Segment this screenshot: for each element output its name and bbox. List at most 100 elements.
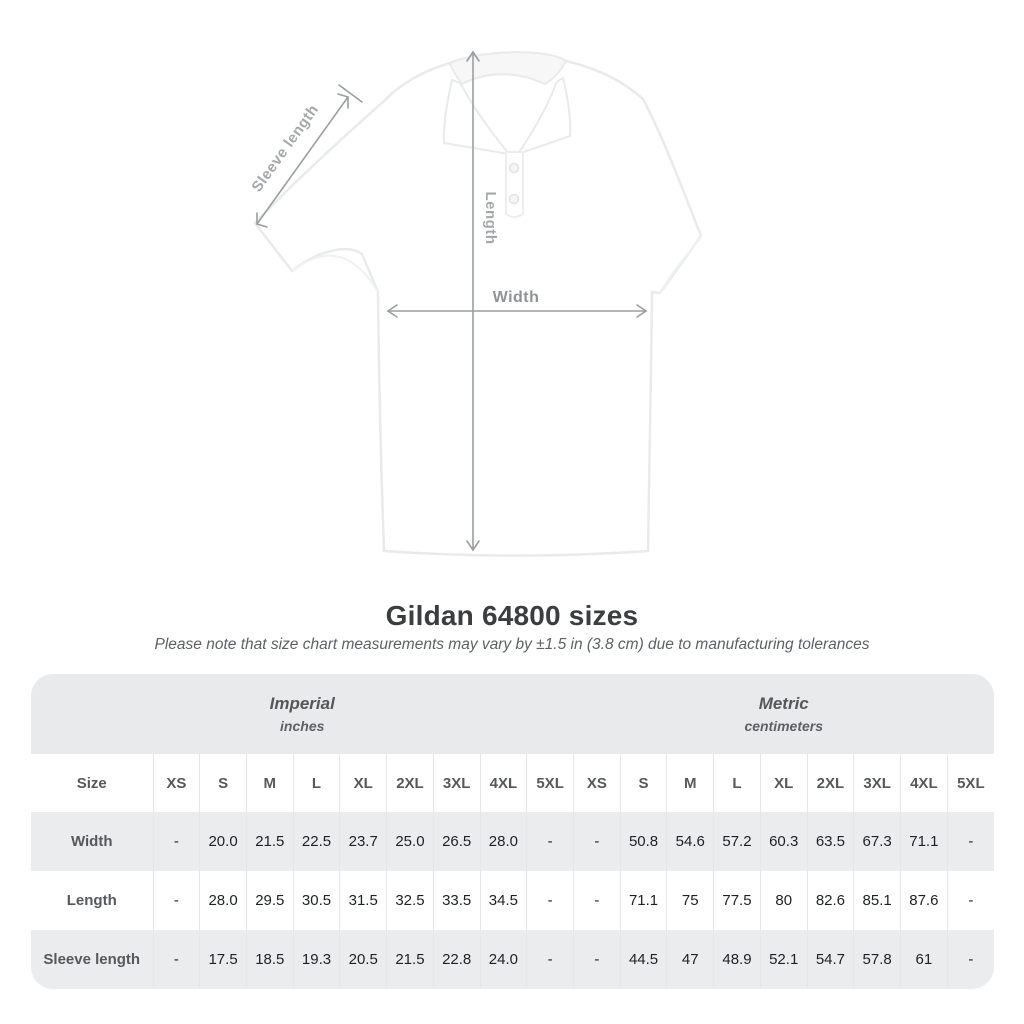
- measurement-cell: 50.8: [619, 812, 667, 871]
- row-label: Width: [70, 833, 113, 850]
- measurement-cell: 85.1: [853, 871, 901, 930]
- measurement-cell: -: [572, 871, 621, 930]
- measurement-cell: 71.1: [619, 871, 667, 930]
- button: [508, 162, 520, 174]
- measurement-cell: 22.5: [292, 812, 340, 871]
- measurement-cell: 28.0: [479, 812, 527, 871]
- size-col-header: M: [666, 754, 714, 812]
- size-col-header: XL: [759, 754, 808, 812]
- measurement-cell: 77.5: [713, 871, 761, 930]
- metric-group-unit: centimeters: [744, 718, 824, 734]
- size-col-header: L: [292, 754, 340, 812]
- table-row: Length -28.0 29.5 30.5 31.5 32.5 33.5 34.5- -71.…: [31, 871, 994, 930]
- measurement-cell: -: [526, 812, 574, 871]
- size-col-header: 2XL: [386, 754, 434, 812]
- width-label: Width: [493, 289, 540, 306]
- size-col-header: L: [713, 754, 761, 812]
- measurement-cell: 21.5: [386, 930, 434, 989]
- measurement-cell: 80: [759, 871, 808, 930]
- metric-group-name: Metric: [758, 694, 809, 713]
- size-col-header: 3XL: [432, 754, 481, 812]
- size-col-header: 4XL: [479, 754, 527, 812]
- size-col-header: 5XL: [526, 754, 574, 812]
- measurement-cell: 52.1: [759, 930, 808, 989]
- size-col-header: S: [619, 754, 667, 812]
- measurement-cell: -: [526, 871, 574, 930]
- length-label: Length: [482, 192, 499, 245]
- polo-shirt-illustration: [253, 51, 703, 557]
- measurement-cell: 57.2: [713, 812, 761, 871]
- measurement-cell: 28.0: [199, 871, 247, 930]
- measurement-cell: 22.8: [432, 930, 481, 989]
- measurement-cell: 57.8: [853, 930, 901, 989]
- imperial-group-header: Imperial inches: [31, 674, 574, 754]
- measurement-cell: 29.5: [245, 871, 294, 930]
- measurement-cell: -: [152, 930, 200, 989]
- button: [508, 193, 520, 205]
- width-arrow: [386, 304, 648, 318]
- table-row: Sleeve length -17.5 18.5 19.3 20.5 21.5 22.8 24…: [31, 930, 994, 989]
- measurement-cell: 67.3: [853, 812, 901, 871]
- measurement-cell: 71.1: [900, 812, 948, 871]
- measurement-cell: 54.7: [806, 930, 854, 989]
- imperial-group-unit: inches: [280, 718, 325, 734]
- measurement-cell: 21.5: [245, 812, 294, 871]
- measurement-cell: -: [946, 930, 994, 989]
- measurement-cell: 54.6: [666, 812, 714, 871]
- measurement-cell: 26.5: [432, 812, 481, 871]
- measurement-cell: 30.5: [292, 871, 340, 930]
- row-label: Sleeve length: [43, 951, 141, 968]
- size-col-header: M: [245, 754, 294, 812]
- measurement-cell: 61: [900, 930, 948, 989]
- polo-shirt-figure: Sleeve length Length Width: [248, 50, 703, 557]
- measurement-cell: 31.5: [339, 871, 387, 930]
- measurement-cell: 17.5: [199, 930, 247, 989]
- measurement-cell: 25.0: [386, 812, 434, 871]
- measurement-cell: 34.5: [479, 871, 527, 930]
- measurement-cell: 20.0: [199, 812, 247, 871]
- measurement-cell: -: [572, 930, 621, 989]
- measurement-cell: 23.7: [339, 812, 387, 871]
- measurement-cell: -: [526, 930, 574, 989]
- size-col-header: 2XL: [806, 754, 854, 812]
- sleeve-length-arrow: [256, 84, 363, 228]
- measurement-cell: 47: [666, 930, 714, 989]
- measurement-cell: 82.6: [806, 871, 854, 930]
- measurement-cell: -: [946, 812, 994, 871]
- measurement-cell: 18.5: [245, 930, 294, 989]
- measurement-cell: 60.3: [759, 812, 808, 871]
- measurement-cell: 48.9: [713, 930, 761, 989]
- measurement-cell: 19.3: [292, 930, 340, 989]
- measurement-cell: 33.5: [432, 871, 481, 930]
- length-arrow: [466, 50, 480, 552]
- measurement-cell: 20.5: [339, 930, 387, 989]
- size-col-header: XL: [339, 754, 387, 812]
- size-table: Imperial inches Metric centimeters Size …: [31, 674, 994, 989]
- table-row: Width -20.0 21.5 22.5 23.7 25.0 26.5 28.0- -50.8…: [31, 812, 994, 871]
- placket: [505, 151, 524, 218]
- size-column-label: Size: [31, 754, 153, 812]
- measurement-cell: 32.5: [386, 871, 434, 930]
- unit-group-row: Imperial inches Metric centimeters: [31, 674, 994, 754]
- measurement-cell: -: [946, 871, 994, 930]
- size-header-row: Size XS S M L XL 2XL 3XL 4XL 5XL XS S M L XL 2XL 3XL 4XL…: [31, 754, 994, 812]
- imperial-group-name: Imperial: [269, 694, 335, 713]
- measurement-cell: -: [152, 812, 200, 871]
- row-label: Length: [66, 892, 117, 909]
- size-col-header: 4XL: [900, 754, 948, 812]
- size-col-header: XS: [572, 754, 621, 812]
- size-col-header: S: [199, 754, 247, 812]
- measurement-cell: 24.0: [479, 930, 527, 989]
- size-col-header: XS: [152, 754, 200, 812]
- measurement-cell: 44.5: [619, 930, 667, 989]
- size-col-header: 5XL: [946, 754, 994, 812]
- size-col-header: 3XL: [853, 754, 901, 812]
- metric-group-header: Metric centimeters: [573, 674, 994, 754]
- page-title: Gildan 64800 sizes: [385, 600, 639, 631]
- measurement-cell: -: [152, 871, 200, 930]
- tolerance-note: Please note that size chart measurements…: [154, 636, 870, 653]
- measurement-cell: 75: [666, 871, 714, 930]
- measurement-cell: 87.6: [900, 871, 948, 930]
- measurement-cell: -: [572, 812, 621, 871]
